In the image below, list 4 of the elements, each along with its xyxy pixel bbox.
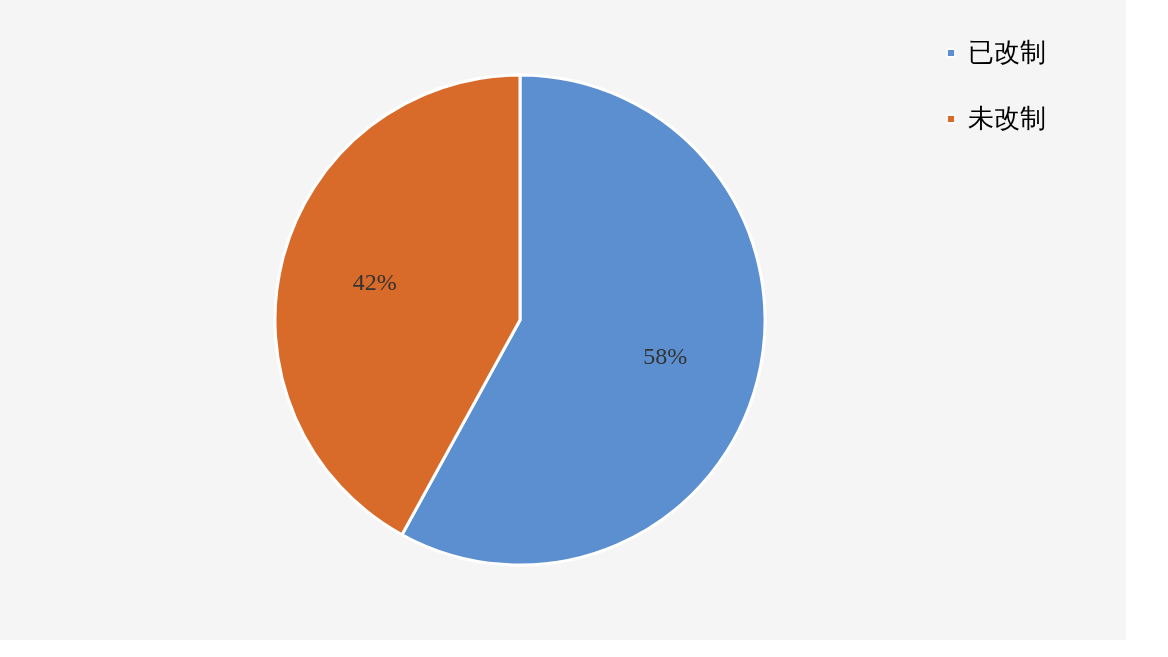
data-label: 58% (643, 343, 688, 370)
legend-label: 已改制 (968, 37, 1046, 67)
data-label: 42% (352, 268, 397, 295)
legend-label: 未改制 (968, 103, 1046, 133)
